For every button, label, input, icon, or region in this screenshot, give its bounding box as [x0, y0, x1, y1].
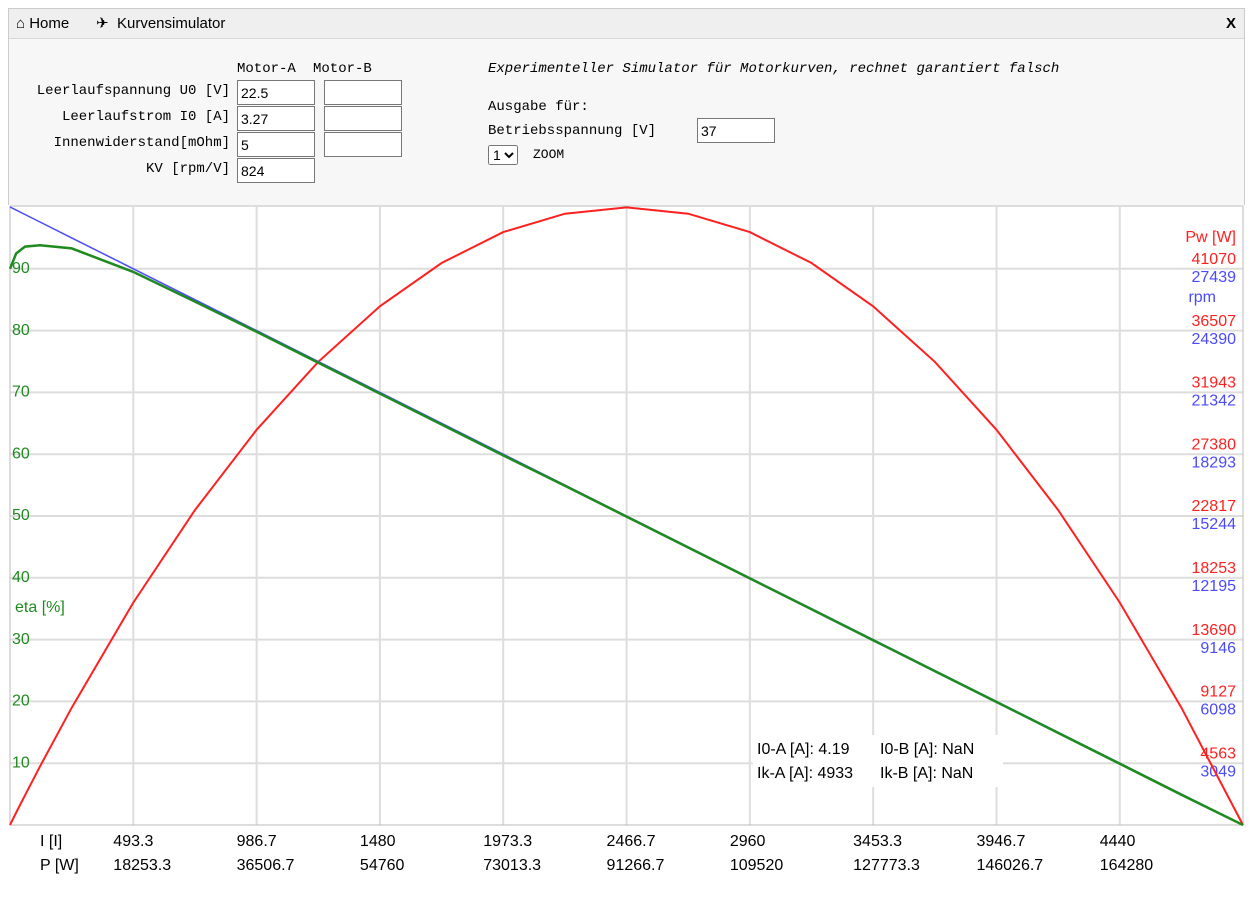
y-tick-label: 40	[12, 569, 30, 586]
annotation: Ik-A [A]: 4933	[757, 765, 853, 782]
zoom-select[interactable]: 1	[488, 145, 518, 165]
x-tick-label: 2960	[730, 833, 766, 850]
motor-a-input[interactable]	[237, 158, 315, 183]
annotation: I0-B [A]: NaN	[880, 741, 974, 758]
x-tick-label: 986.7	[237, 833, 277, 850]
y2-tick-label: 41070	[1192, 251, 1237, 268]
x2-tick-label: 54760	[360, 857, 405, 874]
x2-tick-label: 127773.3	[853, 857, 920, 874]
x-tick-label: 1480	[360, 833, 396, 850]
close-button[interactable]: X	[1225, 15, 1236, 32]
motor-b-input[interactable]	[324, 80, 402, 105]
zoom-label: ZOOM	[533, 147, 565, 162]
y-tick-label: 80	[12, 322, 30, 339]
y-tick-label: 10	[12, 754, 30, 771]
y-tick-label: 60	[12, 445, 30, 462]
voltage-input[interactable]	[697, 118, 775, 143]
y3-tick-label: 18293	[1192, 454, 1237, 471]
output-heading: Ausgabe für:	[488, 99, 589, 115]
y3-tick-label: 12195	[1192, 578, 1237, 595]
voltage-label: Betriebsspannung [V]	[488, 123, 657, 139]
y3-tick-label: 27439	[1192, 269, 1237, 286]
x2-tick-label: 109520	[730, 857, 783, 874]
x2-tick-label: 18253.3	[113, 857, 171, 874]
y2-tick-label: 36507	[1192, 313, 1237, 330]
x2-tick-label: 36506.7	[237, 857, 295, 874]
annotation-box	[753, 735, 1003, 787]
x-tick-label: 3453.3	[853, 833, 902, 850]
plot-border	[9, 205, 1244, 826]
title-bar: ⌂ Home ✈ Kurvensimulator X	[9, 9, 1244, 39]
axis-title: rpm	[1188, 289, 1216, 306]
y2-tick-label: 22817	[1192, 498, 1237, 515]
y-tick-label: 30	[12, 631, 30, 648]
y2-tick-label: 9127	[1200, 684, 1236, 701]
y-tick-label: 50	[12, 507, 30, 524]
x2-tick-label: 146026.7	[976, 857, 1043, 874]
x2-axis-title: P [W]	[40, 857, 79, 874]
y3-tick-label: 3049	[1200, 763, 1236, 780]
y3-tick-label: 21342	[1192, 393, 1237, 410]
y2-tick-label: 27380	[1192, 436, 1237, 453]
x2-tick-label: 91266.7	[607, 857, 665, 874]
field-label: Innenwiderstand[mOhm]	[53, 135, 230, 151]
x-tick-label: 493.3	[113, 833, 153, 850]
y2-tick-label: 4563	[1200, 745, 1236, 762]
axis-title: eta [%]	[15, 599, 65, 616]
y3-tick-label: 24390	[1192, 331, 1237, 348]
field-label: KV [rpm/V]	[145, 161, 230, 177]
page-title: Kurvensimulator	[117, 15, 226, 32]
x2-tick-label: 73013.3	[483, 857, 541, 874]
x-tick-label: 1973.3	[483, 833, 532, 850]
series-line	[8, 244, 1244, 827]
y2-tick-label: 18253	[1192, 560, 1237, 577]
y3-tick-label: 15244	[1192, 516, 1237, 533]
motor-a-input[interactable]	[237, 80, 315, 105]
motor-a-input[interactable]	[237, 132, 315, 157]
column-header: Motor-A	[237, 61, 296, 77]
series-line	[9, 206, 1244, 826]
motor-a-input[interactable]	[237, 106, 315, 131]
description: Experimenteller Simulator für Motorkurve…	[488, 61, 1060, 77]
y2-tick-label: 13690	[1192, 622, 1237, 639]
x-axis-title: I [I]	[40, 833, 62, 850]
x-tick-label: 3946.7	[976, 833, 1025, 850]
x-tick-label: 2466.7	[607, 833, 656, 850]
field-label: Leerlaufstrom I0 [A]	[61, 109, 230, 125]
x2-tick-label: 164280	[1100, 857, 1153, 874]
x-tick-label: 4440	[1100, 833, 1136, 850]
chart: 10 20 30 40 50 60 70 80 90 4563 9127 13690 18253 2281…	[8, 205, 1245, 888]
y-tick-label: 90	[12, 260, 30, 277]
home-link[interactable]: ⌂ Home	[16, 15, 70, 32]
y2-tick-label: 31943	[1192, 375, 1237, 392]
separator-icon: ✈	[96, 15, 109, 32]
y3-tick-label: 9146	[1200, 640, 1236, 657]
column-header: Motor-B	[313, 61, 372, 77]
axis-title: Pw [W]	[1185, 229, 1236, 246]
y3-tick-label: 6098	[1200, 702, 1236, 719]
y-tick-label: 20	[12, 693, 30, 710]
y-tick-label: 70	[12, 384, 30, 401]
annotation: Ik-B [A]: NaN	[880, 765, 973, 782]
field-label: Leerlaufspannung U0 [V]	[36, 83, 230, 99]
motor-b-input[interactable]	[324, 132, 402, 157]
annotation: I0-A [A]: 4.19	[757, 741, 850, 758]
motor-b-input[interactable]	[324, 106, 402, 131]
